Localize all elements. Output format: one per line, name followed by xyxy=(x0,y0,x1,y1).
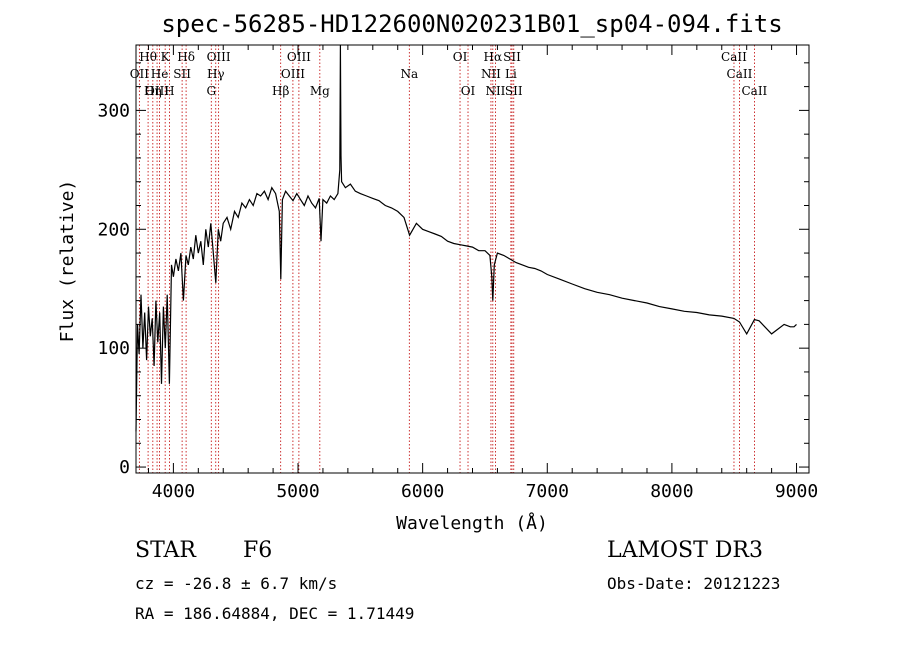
spectral-line-label-24: OI xyxy=(461,84,476,98)
y-tick-label-2: 200 xyxy=(97,219,130,240)
spectral-line-label-4: OIII xyxy=(287,50,311,64)
redshift-cz: cz = -26.8 ± 6.7 km/s xyxy=(135,574,338,593)
spectral-line-label-0: Hθ xyxy=(139,50,157,64)
x-axis-ticks: 4000 5000 6000 7000 8000 9000 xyxy=(147,45,818,502)
spectral-line-label-6: Hα xyxy=(484,50,503,64)
spectral-line-label-23: Mg xyxy=(310,84,330,98)
spectral-line-label-10: He xyxy=(151,67,169,81)
object-class: STAR xyxy=(135,538,196,563)
spectral-line-label-7: SII xyxy=(503,50,521,64)
spectral-line-label-19: Hη xyxy=(144,84,162,98)
x-tick-label-3: 7000 xyxy=(526,481,569,502)
y-tick-label-1: 100 xyxy=(97,338,130,359)
spectral-line-label-27: CaII xyxy=(741,84,767,98)
spectral-line-label-17: CaII xyxy=(727,67,753,81)
x-tick-label-2: 6000 xyxy=(401,481,444,502)
spectral-line-label-18: OIII xyxy=(145,84,169,98)
spectral-line-label-11: SII xyxy=(173,67,191,81)
survey-name: LAMOST DR3 xyxy=(607,538,763,563)
spectral-line-label-8: CaII xyxy=(721,50,747,64)
x-tick-label-5: 9000 xyxy=(775,481,818,502)
spectral-line-label-15: NII xyxy=(481,67,501,81)
spectral-line-label-16: Li xyxy=(505,67,517,81)
y-axis-label: Flux (relative) xyxy=(57,180,78,343)
spectral-line-label-1: K xyxy=(161,50,171,64)
x-axis-label: Wavelength (Å) xyxy=(396,512,548,534)
x-tick-label-1: 5000 xyxy=(276,481,319,502)
y-tick-label-0: 0 xyxy=(119,457,130,478)
spectral-line-label-22: Hβ xyxy=(272,84,289,98)
x-tick-label-4: 8000 xyxy=(650,481,693,502)
chart-title: spec-56285-HD122600N020231B01_sp04-094.f… xyxy=(161,10,782,38)
spectral-line-label-20: H xyxy=(164,84,174,98)
y-tick-label-3: 300 xyxy=(97,100,130,121)
spectral-line-label-2: Hδ xyxy=(177,50,195,64)
spectral-line-label-9: OII xyxy=(130,67,150,81)
spectral-line-label-5: OI xyxy=(453,50,468,64)
object-subclass: F6 xyxy=(243,538,273,563)
spectral-line-label-25: NII xyxy=(485,84,505,98)
spectral-line-label-21: G xyxy=(206,84,216,98)
y-axis-ticks: 0 100 200 300 xyxy=(97,62,809,478)
spectrum-trace xyxy=(135,44,797,432)
spectral-line-label-26: SII xyxy=(505,84,523,98)
spectral-line-label-12: Hγ xyxy=(207,67,225,81)
spectral-line-label-14: Na xyxy=(400,67,418,81)
spectral-line-markers xyxy=(138,45,755,473)
spectral-line-label-3: OIII xyxy=(207,50,231,64)
ra-dec: RA = 186.64884, DEC = 1.71449 xyxy=(135,604,415,623)
plot-frame xyxy=(135,44,810,474)
observation-date: Obs-Date: 20121223 xyxy=(607,574,781,593)
spectral-line-label-13: OIII xyxy=(281,67,305,81)
x-tick-label-0: 4000 xyxy=(152,481,195,502)
